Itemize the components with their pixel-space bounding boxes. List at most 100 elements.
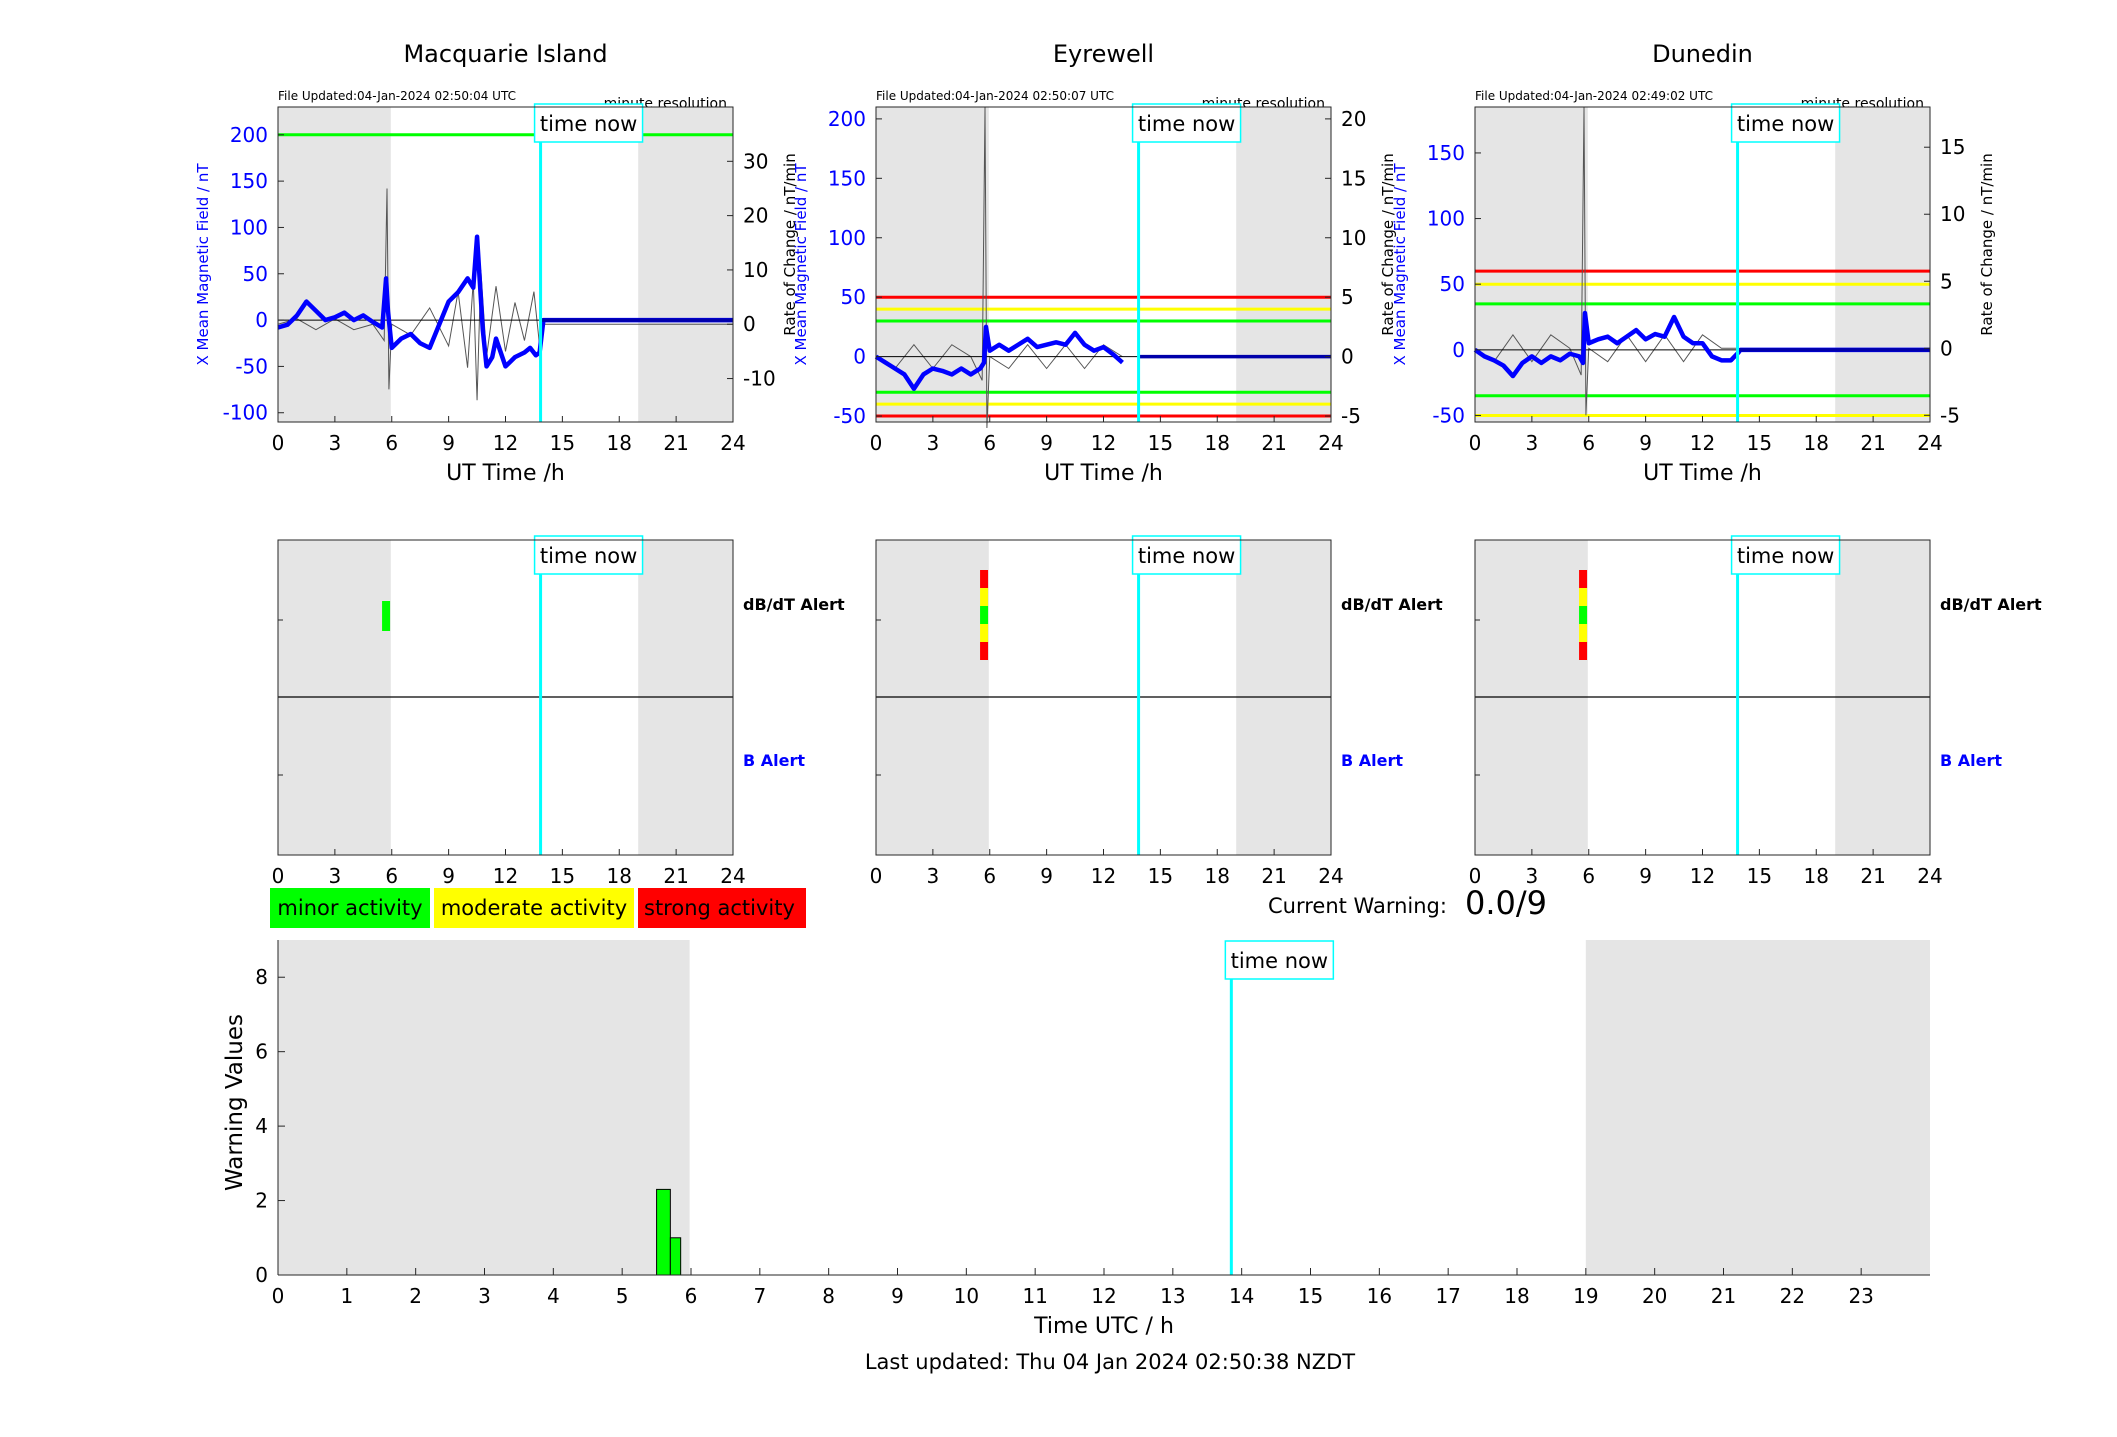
- y2-tick-label: 10: [1940, 202, 1965, 226]
- dbdt-alert-label: dB/dT Alert: [743, 595, 845, 614]
- x-tick-label: 21: [1711, 1284, 1736, 1308]
- y2-tick-label: 10: [1341, 226, 1366, 250]
- time-now-box: [533, 535, 644, 575]
- x-tick-label: 24: [720, 864, 745, 888]
- x-tick-label: 12: [493, 864, 518, 888]
- y-tick-label: 4: [255, 1114, 268, 1138]
- y-tick-label: 100: [828, 226, 866, 250]
- x-tick-label: 9: [442, 431, 455, 455]
- y-tick-label: 50: [1440, 272, 1465, 296]
- night-shade: [1835, 107, 1930, 422]
- x-tick-label: 2: [409, 1284, 422, 1308]
- file-updated: File Updated:04-Jan-2024 02:49:02 UTC: [1475, 89, 1713, 103]
- x-tick-label: 6: [983, 431, 996, 455]
- y-tick-label: 6: [255, 1040, 268, 1064]
- y-tick-label: -50: [833, 404, 866, 428]
- x-tick-label: 0: [1469, 431, 1482, 455]
- x-axis-label: UT Time /h: [1643, 461, 1762, 486]
- left-y-axis-label: X Mean Magnetic Field / nT: [194, 163, 212, 366]
- time-now-box: [533, 103, 644, 143]
- time-now-label: time now: [1138, 544, 1235, 568]
- time-now-label: time now: [1737, 112, 1834, 136]
- x-tick-label: 18: [1205, 431, 1230, 455]
- station-title: Eyrewell: [1053, 40, 1154, 68]
- y2-tick-label: 5: [1341, 285, 1354, 309]
- time-now-box: [1730, 535, 1841, 575]
- y2-tick-label: -10: [743, 367, 776, 391]
- alert-panel-1: time now 0 3 6 9 12 15 18 21 24 dB/dT Alert B Alert: [870, 535, 1443, 888]
- x-tick-label: 13: [1160, 1284, 1185, 1308]
- x-tick-label: 12: [493, 431, 518, 455]
- y2-tick-label: 20: [743, 204, 768, 228]
- y2-tick-label: -5: [1940, 403, 1960, 427]
- x-tick-label: 10: [954, 1284, 979, 1308]
- dbdt-alert-yellow: [980, 588, 989, 606]
- rate-series: [875, 106, 1123, 428]
- x-tick-label: 21: [663, 864, 688, 888]
- dbdt-alert-yellow: [980, 624, 989, 642]
- y-tick-label: 50: [841, 285, 866, 309]
- x-tick-label: 8: [822, 1284, 835, 1308]
- x-tick-label: 15: [1148, 864, 1173, 888]
- x-tick-label: 0: [870, 431, 883, 455]
- alert-panel-2: time now 0 3 6 9 12 15 18 21 24 dB/dT Alert B Alert: [1469, 535, 2042, 888]
- x-tick-label: 6: [1582, 864, 1595, 888]
- y-tick-label: -100: [223, 401, 268, 425]
- alert-panel-0: time now 0 3 6 9 12 15 18 21 24 dB/dT Alert B Alert: [272, 535, 845, 888]
- y-axis-label: Warning Values: [222, 1014, 248, 1191]
- y-tick-label: 50: [243, 262, 268, 286]
- y-tick-label: 0: [255, 308, 268, 332]
- x-tick-label: 21: [1261, 431, 1286, 455]
- b-alert-label: B Alert: [743, 751, 805, 770]
- x-tick-label: 4: [547, 1284, 560, 1308]
- x-tick-label: 12: [1091, 864, 1116, 888]
- time-now-box: [1131, 535, 1242, 575]
- file-updated: File Updated:04-Jan-2024 02:50:04 UTC: [278, 89, 516, 103]
- current-warning-label: Current Warning:: [1268, 894, 1447, 918]
- x-tick-label: 12: [1690, 864, 1715, 888]
- x-tick-label: 14: [1229, 1284, 1254, 1308]
- x-tick-label: 6: [983, 864, 996, 888]
- right-y-axis-label: Rate of Change / nT/min: [1379, 153, 1397, 335]
- legend-moderate: moderate activity: [434, 888, 638, 928]
- x-tick-label: 3: [329, 431, 342, 455]
- x-tick-label: 9: [1040, 864, 1053, 888]
- y-tick-label: 200: [230, 123, 268, 147]
- x-tick-label: 15: [1148, 431, 1173, 455]
- left-y-axis-label: X Mean Magnetic Field / nT: [792, 163, 810, 366]
- dbdt-alert-yellow: [1579, 624, 1588, 642]
- time-now-label: time now: [540, 544, 637, 568]
- x-tick-label: 3: [1526, 864, 1539, 888]
- x-tick-label: 12: [1690, 431, 1715, 455]
- y2-tick-label: 0: [1341, 345, 1354, 369]
- x-tick-label: 0: [272, 864, 285, 888]
- x-tick-label: 21: [1261, 864, 1286, 888]
- y2-tick-label: 0: [743, 312, 756, 336]
- x-tick-label: 20: [1642, 1284, 1667, 1308]
- x-tick-label: 0: [870, 864, 883, 888]
- night-shade: [1475, 107, 1588, 422]
- x-tick-label: 0: [272, 1284, 285, 1308]
- night-shade: [1236, 107, 1331, 422]
- x-tick-label: 12: [1091, 431, 1116, 455]
- y-tick-label: 0: [255, 1263, 268, 1287]
- right-y-axis-label: Rate of Change / nT/min: [781, 153, 799, 335]
- x-tick-label: 24: [720, 431, 745, 455]
- x-tick-label: 9: [442, 864, 455, 888]
- x-tick-label: 22: [1780, 1284, 1805, 1308]
- y2-tick-label: 10: [743, 258, 768, 282]
- night-shade: [638, 107, 733, 422]
- dbdt-alert-red: [980, 642, 989, 660]
- x-mean-series: [1473, 310, 1930, 379]
- x-tick-label: 5: [616, 1284, 629, 1308]
- x-tick-label: 12: [1091, 1284, 1116, 1308]
- station-title: Dunedin: [1652, 40, 1753, 68]
- y-tick-label: 200: [828, 107, 866, 131]
- x-tick-label: 6: [685, 1284, 698, 1308]
- station-title: Macquarie Island: [403, 40, 607, 68]
- station-panel-1: Eyrewell File Updated:04-Jan-2024 02:50:0…: [792, 40, 1397, 486]
- y-tick-label: 8: [255, 965, 268, 989]
- x-tick-label: 9: [1639, 864, 1652, 888]
- dbdt-alert-green: [382, 601, 391, 631]
- night-shade: [278, 940, 690, 1275]
